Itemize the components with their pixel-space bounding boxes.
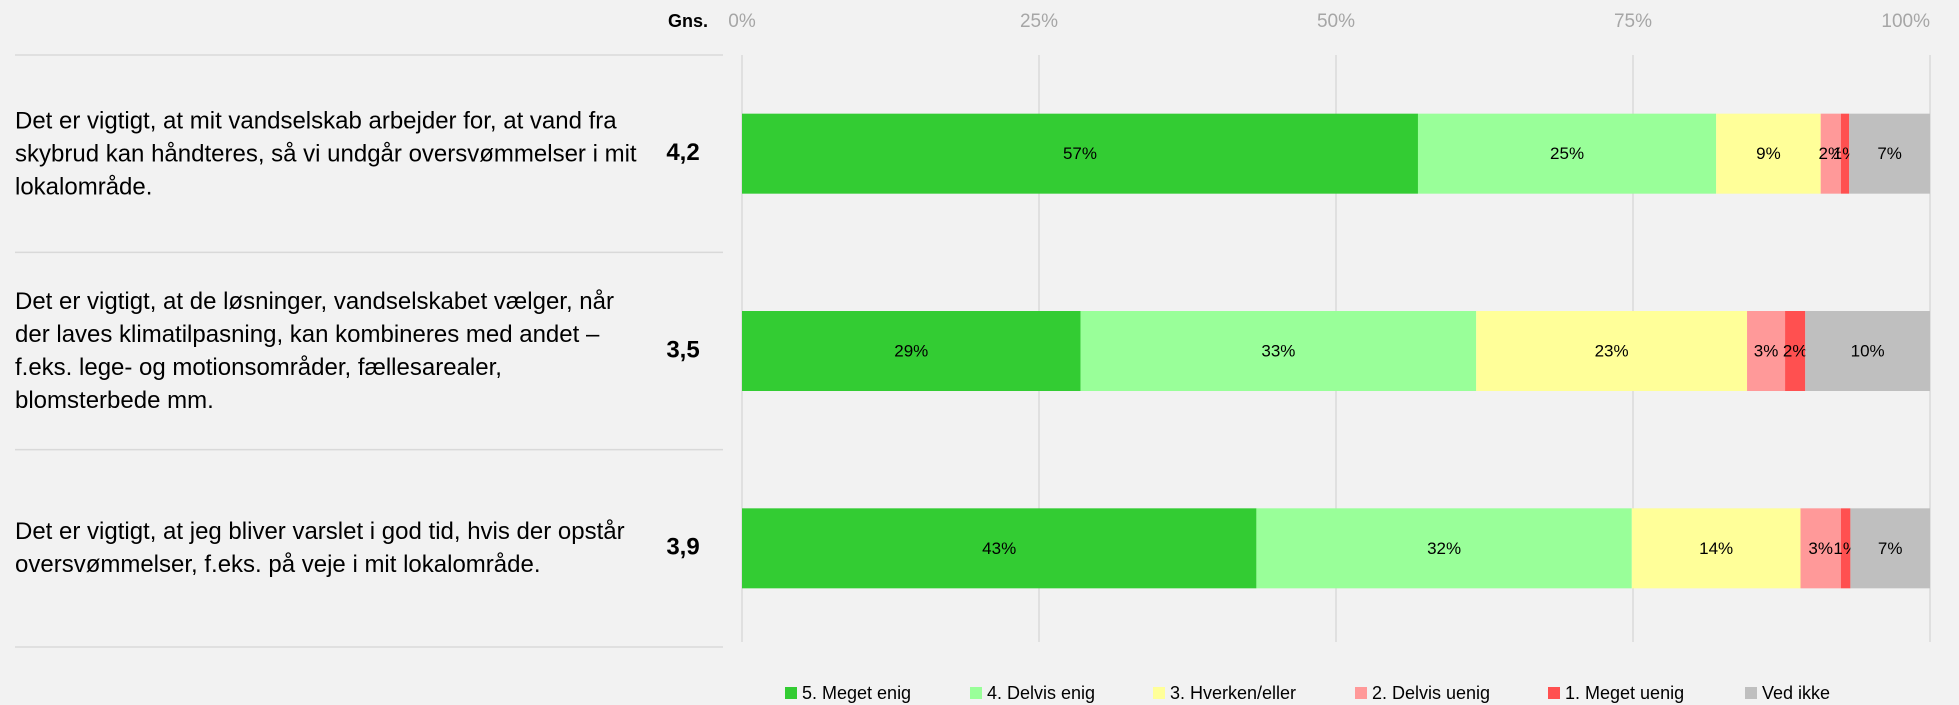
bar-segment [742, 311, 1081, 391]
bar-segment [1631, 508, 1801, 589]
legend-label: 3. Hverken/eller [1170, 683, 1296, 703]
data-label: 43% [982, 539, 1016, 558]
legend-swatch [970, 687, 982, 699]
bar-segment [742, 508, 1257, 589]
data-label: 2% [1783, 341, 1808, 360]
category-label: Det er vigtigt, at jeg bliver varslet i … [15, 518, 625, 579]
data-label: 14% [1699, 539, 1733, 558]
data-label: 25% [1550, 144, 1584, 163]
data-label: 10% [1851, 341, 1885, 360]
bar-segment [1820, 113, 1841, 194]
legend-label: 1. Meget uenig [1565, 683, 1684, 703]
data-label: 3% [1754, 341, 1779, 360]
average-label: 3,5 [666, 336, 699, 363]
category-label: Det er vigtigt, at de løsninger, vandsel… [15, 288, 614, 414]
data-label: 33% [1261, 341, 1295, 360]
bar-segment [1785, 311, 1806, 391]
data-label: 9% [1756, 144, 1781, 163]
data-label: 7% [1878, 539, 1903, 558]
average-label: 3,9 [666, 534, 699, 561]
bar-segment [1256, 508, 1632, 589]
legend-label: 4. Delvis enig [987, 683, 1095, 703]
x-tick-label: 0% [728, 11, 756, 32]
avg-header: Gns. [668, 11, 708, 31]
legend-swatch [785, 687, 797, 699]
legend-swatch [1548, 687, 1560, 699]
data-label: 2% [1819, 144, 1844, 163]
x-tick-label: 100% [1881, 11, 1930, 32]
data-label: 29% [894, 341, 928, 360]
bar-segment [1805, 311, 1930, 391]
category-label: Det er vigtigt, at mit vandselskab arbej… [15, 107, 637, 201]
x-tick-label: 50% [1317, 11, 1355, 32]
legend-label: 2. Delvis uenig [1372, 683, 1490, 703]
data-label: 23% [1595, 341, 1629, 360]
data-label: 3% [1808, 539, 1833, 558]
bar-segment [1417, 113, 1717, 194]
bar-segment [1080, 311, 1477, 391]
legend-swatch [1153, 687, 1165, 699]
legend-swatch [1745, 687, 1757, 699]
bar-segment [742, 113, 1418, 194]
data-label: 57% [1063, 144, 1097, 163]
legend-swatch [1355, 687, 1367, 699]
bar-segment [1840, 508, 1851, 589]
average-label: 4,2 [666, 139, 699, 166]
bar-segment [1840, 113, 1850, 194]
legend-label: 5. Meget enig [802, 683, 911, 703]
x-tick-label: 75% [1614, 11, 1652, 32]
bar-segment [1476, 311, 1748, 391]
data-label: 32% [1427, 539, 1461, 558]
bar-segment [1716, 113, 1821, 194]
bar-segment [1850, 508, 1930, 589]
bar-segment [1800, 508, 1841, 589]
legend-label: Ved ikke [1762, 683, 1830, 703]
data-label: 7% [1877, 144, 1902, 163]
bar-segment [1747, 311, 1786, 391]
bar-segment [1849, 113, 1930, 194]
x-tick-label: 25% [1020, 11, 1058, 32]
